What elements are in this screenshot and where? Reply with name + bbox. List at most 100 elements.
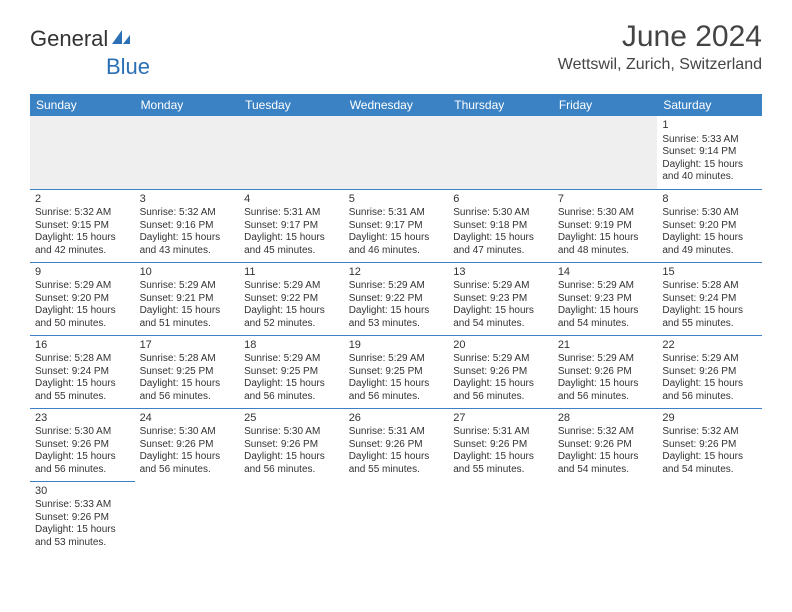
day-number: 7 (558, 193, 653, 207)
sunset-text: Sunset: 9:17 PM (244, 220, 339, 233)
calendar-day-cell: 22Sunrise: 5:29 AMSunset: 9:26 PMDayligh… (657, 335, 762, 408)
sunrise-text: Sunrise: 5:28 AM (662, 280, 757, 293)
calendar-day-cell (30, 116, 135, 189)
sunset-text: Sunset: 9:26 PM (453, 366, 548, 379)
sunrise-text: Sunrise: 5:28 AM (140, 353, 235, 366)
daylight-text: Daylight: 15 hours and 56 minutes. (558, 378, 653, 403)
day-number: 12 (349, 266, 444, 280)
sunrise-text: Sunrise: 5:30 AM (140, 426, 235, 439)
calendar-table: Sunday Monday Tuesday Wednesday Thursday… (30, 94, 762, 554)
sunrise-text: Sunrise: 5:29 AM (453, 280, 548, 293)
sunset-text: Sunset: 9:26 PM (244, 439, 339, 452)
sunset-text: Sunset: 9:24 PM (662, 293, 757, 306)
sunrise-text: Sunrise: 5:29 AM (244, 280, 339, 293)
sunset-text: Sunset: 9:25 PM (244, 366, 339, 379)
day-number: 19 (349, 339, 444, 353)
calendar-day-cell: 13Sunrise: 5:29 AMSunset: 9:23 PMDayligh… (448, 262, 553, 335)
daylight-text: Daylight: 15 hours and 55 minutes. (35, 378, 130, 403)
daylight-text: Daylight: 15 hours and 52 minutes. (244, 305, 339, 330)
sail-icon (110, 26, 132, 52)
calendar-week-row: 16Sunrise: 5:28 AMSunset: 9:24 PMDayligh… (30, 335, 762, 408)
daylight-text: Daylight: 15 hours and 53 minutes. (349, 305, 444, 330)
calendar-day-cell: 10Sunrise: 5:29 AMSunset: 9:21 PMDayligh… (135, 262, 240, 335)
calendar-day-cell: 25Sunrise: 5:30 AMSunset: 9:26 PMDayligh… (239, 408, 344, 481)
daylight-text: Daylight: 15 hours and 56 minutes. (140, 451, 235, 476)
calendar-day-cell: 11Sunrise: 5:29 AMSunset: 9:22 PMDayligh… (239, 262, 344, 335)
sunset-text: Sunset: 9:22 PM (244, 293, 339, 306)
sunset-text: Sunset: 9:23 PM (558, 293, 653, 306)
calendar-week-row: 1Sunrise: 5:33 AMSunset: 9:14 PMDaylight… (30, 116, 762, 189)
calendar-day-cell: 7Sunrise: 5:30 AMSunset: 9:19 PMDaylight… (553, 189, 658, 262)
sunrise-text: Sunrise: 5:29 AM (35, 280, 130, 293)
sunset-text: Sunset: 9:26 PM (35, 439, 130, 452)
sunrise-text: Sunrise: 5:32 AM (35, 207, 130, 220)
sunset-text: Sunset: 9:18 PM (453, 220, 548, 233)
sunset-text: Sunset: 9:21 PM (140, 293, 235, 306)
sunrise-text: Sunrise: 5:29 AM (244, 353, 339, 366)
sunrise-text: Sunrise: 5:29 AM (349, 280, 444, 293)
daylight-text: Daylight: 15 hours and 55 minutes. (662, 305, 757, 330)
logo-text-blue: Blue (106, 54, 150, 79)
daylight-text: Daylight: 15 hours and 40 minutes. (662, 159, 757, 184)
sunrise-text: Sunrise: 5:29 AM (558, 353, 653, 366)
weekday-header-row: Sunday Monday Tuesday Wednesday Thursday… (30, 94, 762, 116)
sunset-text: Sunset: 9:22 PM (349, 293, 444, 306)
day-number: 1 (662, 119, 757, 133)
day-number: 22 (662, 339, 757, 353)
logo: General (30, 26, 132, 52)
sunset-text: Sunset: 9:26 PM (662, 439, 757, 452)
calendar-day-cell (135, 481, 240, 554)
calendar-day-cell (135, 116, 240, 189)
calendar-day-cell: 26Sunrise: 5:31 AMSunset: 9:26 PMDayligh… (344, 408, 449, 481)
day-number: 28 (558, 412, 653, 426)
daylight-text: Daylight: 15 hours and 51 minutes. (140, 305, 235, 330)
weekday-wednesday: Wednesday (344, 94, 449, 116)
sunset-text: Sunset: 9:15 PM (35, 220, 130, 233)
daylight-text: Daylight: 15 hours and 56 minutes. (35, 451, 130, 476)
day-number: 2 (35, 193, 130, 207)
sunset-text: Sunset: 9:26 PM (662, 366, 757, 379)
daylight-text: Daylight: 15 hours and 53 minutes. (35, 524, 130, 549)
calendar-day-cell: 19Sunrise: 5:29 AMSunset: 9:25 PMDayligh… (344, 335, 449, 408)
calendar-day-cell: 8Sunrise: 5:30 AMSunset: 9:20 PMDaylight… (657, 189, 762, 262)
weekday-saturday: Saturday (657, 94, 762, 116)
sunrise-text: Sunrise: 5:31 AM (244, 207, 339, 220)
sunset-text: Sunset: 9:26 PM (140, 439, 235, 452)
sunset-text: Sunset: 9:26 PM (558, 439, 653, 452)
sunrise-text: Sunrise: 5:29 AM (662, 353, 757, 366)
month-title: June 2024 (558, 20, 762, 54)
sunset-text: Sunset: 9:25 PM (140, 366, 235, 379)
sunrise-text: Sunrise: 5:31 AM (349, 207, 444, 220)
day-number: 16 (35, 339, 130, 353)
calendar-day-cell: 2Sunrise: 5:32 AMSunset: 9:15 PMDaylight… (30, 189, 135, 262)
calendar-day-cell: 27Sunrise: 5:31 AMSunset: 9:26 PMDayligh… (448, 408, 553, 481)
sunset-text: Sunset: 9:25 PM (349, 366, 444, 379)
sunrise-text: Sunrise: 5:29 AM (453, 353, 548, 366)
calendar-day-cell: 14Sunrise: 5:29 AMSunset: 9:23 PMDayligh… (553, 262, 658, 335)
sunrise-text: Sunrise: 5:29 AM (140, 280, 235, 293)
calendar-day-cell (344, 481, 449, 554)
calendar-day-cell: 21Sunrise: 5:29 AMSunset: 9:26 PMDayligh… (553, 335, 658, 408)
calendar-day-cell: 12Sunrise: 5:29 AMSunset: 9:22 PMDayligh… (344, 262, 449, 335)
calendar-week-row: 23Sunrise: 5:30 AMSunset: 9:26 PMDayligh… (30, 408, 762, 481)
sunset-text: Sunset: 9:24 PM (35, 366, 130, 379)
daylight-text: Daylight: 15 hours and 54 minutes. (453, 305, 548, 330)
sunset-text: Sunset: 9:20 PM (662, 220, 757, 233)
calendar-page: General June 2024 Wettswil, Zurich, Swit… (0, 0, 792, 574)
sunrise-text: Sunrise: 5:30 AM (453, 207, 548, 220)
weekday-tuesday: Tuesday (239, 94, 344, 116)
weekday-thursday: Thursday (448, 94, 553, 116)
day-number: 13 (453, 266, 548, 280)
sunrise-text: Sunrise: 5:31 AM (453, 426, 548, 439)
calendar-day-cell: 23Sunrise: 5:30 AMSunset: 9:26 PMDayligh… (30, 408, 135, 481)
sunset-text: Sunset: 9:19 PM (558, 220, 653, 233)
day-number: 18 (244, 339, 339, 353)
sunset-text: Sunset: 9:26 PM (453, 439, 548, 452)
day-number: 8 (662, 193, 757, 207)
calendar-day-cell: 29Sunrise: 5:32 AMSunset: 9:26 PMDayligh… (657, 408, 762, 481)
daylight-text: Daylight: 15 hours and 47 minutes. (453, 232, 548, 257)
sunset-text: Sunset: 9:14 PM (662, 146, 757, 159)
calendar-day-cell: 24Sunrise: 5:30 AMSunset: 9:26 PMDayligh… (135, 408, 240, 481)
daylight-text: Daylight: 15 hours and 45 minutes. (244, 232, 339, 257)
daylight-text: Daylight: 15 hours and 55 minutes. (453, 451, 548, 476)
